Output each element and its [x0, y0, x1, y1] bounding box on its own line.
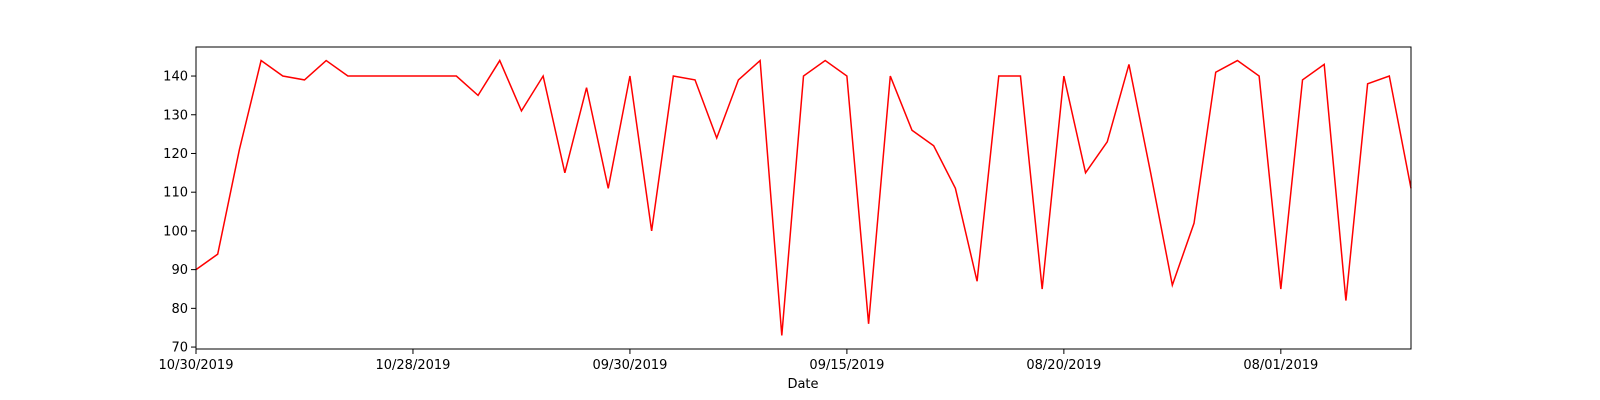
y-tick-label: 100 [163, 224, 188, 239]
x-tick-label: 08/01/2019 [1243, 358, 1318, 373]
x-tick-label: 09/30/2019 [592, 358, 667, 373]
x-tick-label: 08/20/2019 [1026, 358, 1101, 373]
y-tick-label: 70 [171, 341, 188, 356]
y-tick-label: 110 [163, 186, 188, 201]
y-tick-label: 130 [163, 108, 188, 123]
y-tick-label: 140 [163, 70, 188, 85]
x-axis-title: Date [787, 377, 818, 392]
y-tick-label: 90 [171, 263, 188, 278]
x-axis: 10/30/2019 10/28/2019 09/30/2019 09/15/2019… [159, 349, 1318, 373]
series-line [195, 58, 1412, 336]
x-tick-label: 10/28/2019 [375, 358, 450, 373]
x-tick-label: 09/15/2019 [809, 358, 884, 373]
y-axis: 70 80 90 100 110 120 130 140 [163, 70, 196, 356]
y-tick-label: 120 [163, 147, 188, 162]
y-tick-label: 80 [171, 302, 188, 317]
plot-frame [195, 46, 1412, 350]
plot-area [195, 58, 1412, 336]
x-tick-label: 10/30/2019 [159, 358, 234, 373]
